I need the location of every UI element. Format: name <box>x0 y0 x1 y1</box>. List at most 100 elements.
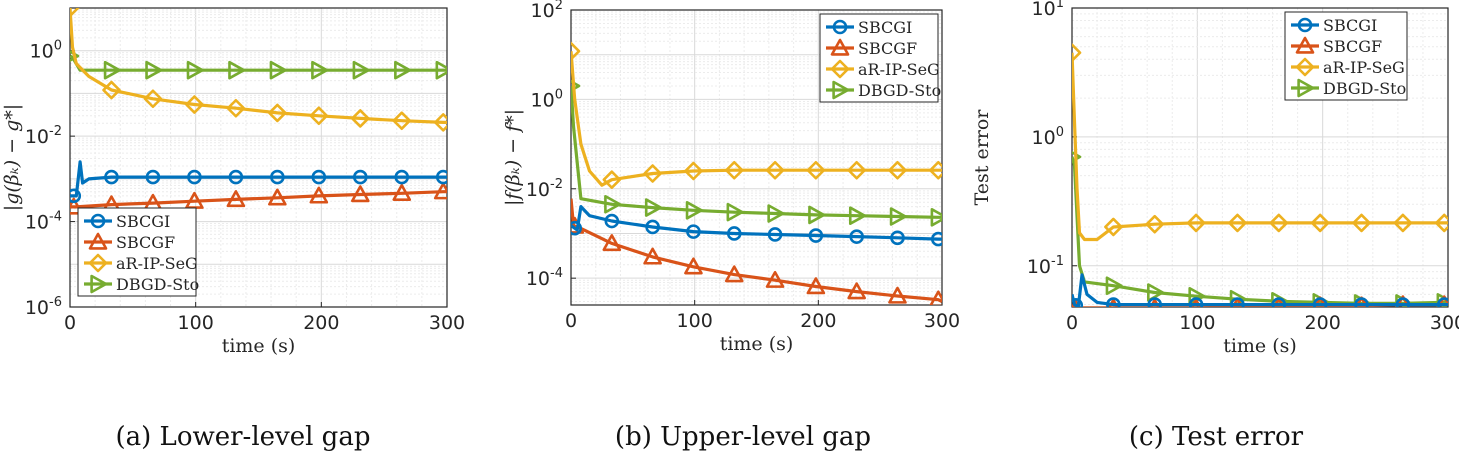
marker-sbcgi <box>726 226 742 241</box>
marker-sbcgi <box>1230 297 1245 307</box>
marker-sbcgi <box>394 169 410 185</box>
legend-label-sbcgf: SBCGF <box>116 233 175 252</box>
marker-ar-ip-seg <box>1072 43 1082 62</box>
marker-dbgd-sto <box>644 198 662 217</box>
marker-sbcgf <box>309 186 329 204</box>
marker-ar-ip-seg <box>928 160 942 180</box>
legend-marker-dbgd-sto <box>832 80 850 100</box>
x-tick-label: 300 <box>1430 312 1459 334</box>
x-axis-label: time (s) <box>1223 335 1297 357</box>
marker-sbcgi <box>849 229 864 244</box>
legend-marker-ar-ip-seg <box>88 253 108 273</box>
marker-dbgd-sto <box>145 60 163 80</box>
x-axis-label: time (s) <box>720 333 794 355</box>
chart-lower-level-gap: 0 100 200 300 100 10-2 10-4 10-6 time (s) |g(βₖ) … <box>1 7 465 357</box>
marker-sbcgi <box>930 231 942 247</box>
series-line-sbcgi <box>70 160 447 198</box>
y-tick-label: 100 <box>531 87 563 111</box>
legend-marker-sbcgf <box>1295 36 1315 54</box>
legend: SBCGI SBCGF aR-IP-SeG DBGD-Sto <box>1284 11 1408 101</box>
marker-ar-ip-seg <box>602 170 622 189</box>
marker-ar-ip-seg <box>571 41 581 61</box>
x-tick-label: 100 <box>677 310 713 332</box>
x-tick-label: 0 <box>1066 312 1078 334</box>
x-tick-label: 0 <box>565 310 577 332</box>
series-dbgd-sto <box>571 80 942 227</box>
marker-ar-ip-seg <box>1434 213 1448 233</box>
marker-sbcgf <box>684 257 703 275</box>
marker-dbgd-sto <box>889 207 907 226</box>
y-tick-label: 10-4 <box>526 266 563 290</box>
caption-upper-level-gap: (b) Upper-level gap <box>614 422 872 452</box>
axes-box <box>570 9 943 306</box>
legend-label-dbgd-sto: DBGD-Sto <box>116 275 199 294</box>
legend-box <box>1284 11 1408 101</box>
marker-dbgd-sto <box>767 204 785 223</box>
marker-ar-ip-seg <box>1393 213 1413 233</box>
y-axis-label: |g(βₖ) − g*| <box>1 104 23 211</box>
marker-sbcgf <box>806 277 826 295</box>
marker-sbcgi <box>270 169 285 185</box>
legend-label-sbcgi: SBCGI <box>1323 16 1377 35</box>
legend-label-sbcgi: SBCGI <box>858 18 912 37</box>
series-line-ar-ip-seg <box>571 51 942 187</box>
legend-marker-sbcgf <box>88 232 108 250</box>
marker-ar-ip-seg <box>806 160 826 180</box>
caption-lower-level-gap: (a) Lower-level gap <box>115 422 371 452</box>
legend-box <box>819 13 939 103</box>
series-line-dbgd-sto <box>571 85 942 219</box>
panel-upper-level-gap: 0 100 200 300 102 100 10-2 10-4 time (s) |f(βₖ) −… <box>500 0 986 455</box>
marker-ar-ip-seg <box>847 160 866 180</box>
marker-sbcgi <box>145 169 161 185</box>
marker-sbcgi <box>1106 297 1121 307</box>
marker-dbgd-sto <box>930 208 942 227</box>
marker-ar-ip-seg <box>724 160 744 180</box>
marker-sbcgi <box>187 169 202 185</box>
series-sbcgi <box>571 205 942 247</box>
series-line-ar-ip-seg <box>1072 52 1448 242</box>
series-dbgd-sto <box>70 50 447 80</box>
marker-dbgd-sto <box>604 194 622 214</box>
legend-label-sbcgf: SBCGF <box>1323 37 1382 56</box>
marker-sbcgf <box>643 247 662 265</box>
marker-sbcgf <box>433 182 447 200</box>
marker-ar-ip-seg <box>1145 214 1165 234</box>
legend-label-ar-ip-seg: aR-IP-SeG <box>1323 58 1405 77</box>
x-tick-label: 100 <box>1179 312 1215 334</box>
marker-ar-ip-seg <box>1269 213 1289 233</box>
x-tick-label: 100 <box>178 312 214 334</box>
chart-test-error: 0 100 200 300 101 100 10-1 time (s) Test error SB… <box>973 0 1459 357</box>
marker-ar-ip-seg <box>1186 213 1206 233</box>
legend: SBCGI SBCGF aR-IP-SeG DBGD-Sto <box>819 13 941 103</box>
marker-sbcgi <box>1271 297 1287 307</box>
marker-sbcgi <box>767 227 783 242</box>
marker-sbcgf <box>602 234 622 252</box>
marker-ar-ip-seg <box>1310 213 1330 233</box>
marker-sbcgf <box>765 270 785 288</box>
marker-sbcgi <box>571 220 583 236</box>
legend-label-sbcgf: SBCGF <box>858 39 917 58</box>
marker-sbcgi <box>311 169 327 185</box>
caption-test-error: (c) Test error <box>1128 422 1304 452</box>
marker-sbcgi <box>1072 298 1084 307</box>
marker-sbcgf <box>350 185 370 203</box>
legend: SBCGI SBCGF aR-IP-SeG DBGD-Sto <box>77 207 199 297</box>
marker-ar-ip-seg <box>143 89 163 109</box>
marker-dbgd-sto <box>685 201 703 220</box>
marker-dbgd-sto <box>352 60 370 80</box>
marker-ar-ip-seg <box>185 95 204 114</box>
legend-label-sbcgi: SBCGI <box>116 212 170 231</box>
marker-sbcgf <box>268 188 287 206</box>
marker-sbcgi <box>352 169 368 185</box>
legend-label-ar-ip-seg: aR-IP-SeG <box>858 60 940 79</box>
legend-label-dbgd-sto: DBGD-Sto <box>1323 79 1406 98</box>
marker-sbcgf <box>392 183 412 201</box>
marker-sbcgf <box>70 197 84 215</box>
marker-sbcgi <box>890 230 905 246</box>
marker-ar-ip-seg <box>684 161 703 181</box>
marker-sbcgi <box>1395 297 1411 307</box>
y-tick-label: 10-4 <box>25 210 62 234</box>
series-line-sbcgi <box>1072 273 1448 307</box>
marker-ar-ip-seg <box>1352 213 1371 233</box>
marker-sbcgf <box>929 290 942 305</box>
